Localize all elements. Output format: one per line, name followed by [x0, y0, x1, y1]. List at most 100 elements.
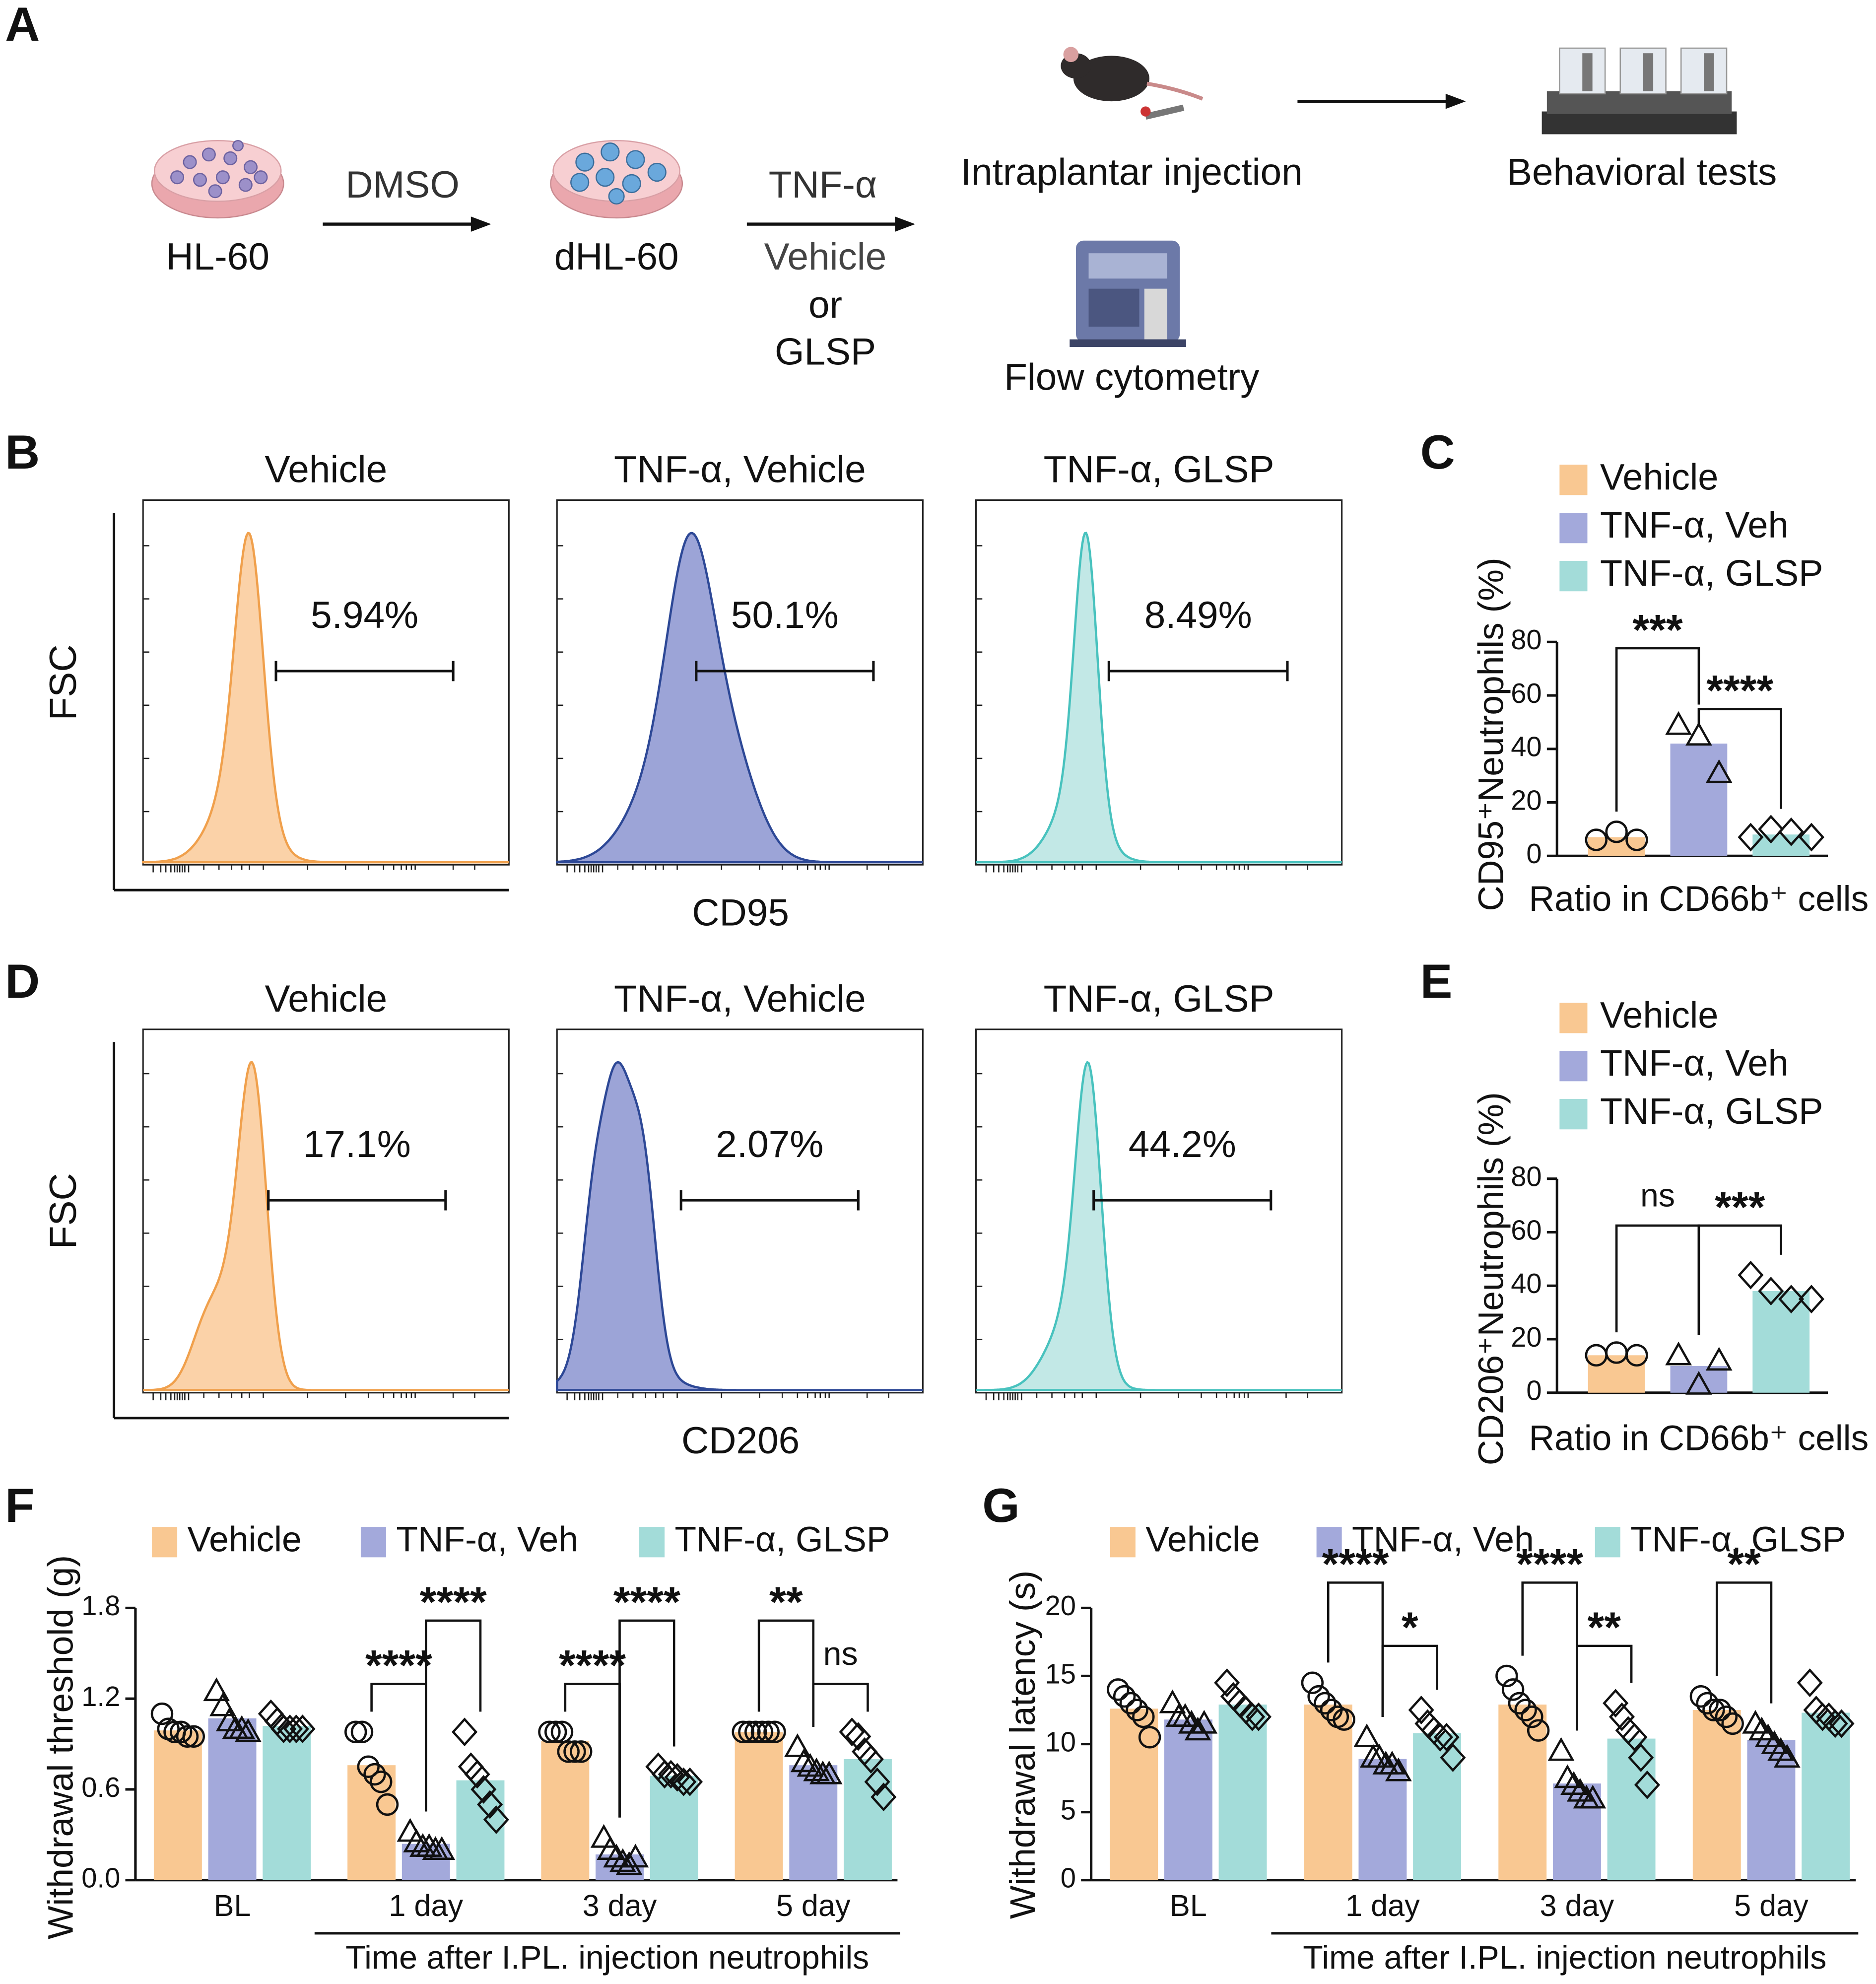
legend-swatch — [1559, 513, 1588, 544]
significance: **** — [1706, 667, 1773, 715]
mouse-icon — [1061, 47, 1204, 120]
bar — [208, 1718, 257, 1880]
panel-letter: A — [5, 0, 40, 51]
bar — [541, 1741, 590, 1880]
significance: * — [1402, 1603, 1418, 1651]
histogram — [141, 532, 509, 864]
bar — [1588, 1355, 1645, 1393]
data-point — [1708, 1699, 1732, 1721]
data-point — [428, 1836, 456, 1860]
data-point — [839, 1717, 865, 1747]
label: GLSP — [775, 331, 876, 373]
data-point — [744, 1720, 767, 1743]
x-tick-label: BL — [214, 1889, 251, 1922]
data-point — [1113, 1685, 1136, 1708]
data-point — [1685, 1370, 1712, 1395]
bar — [1692, 1710, 1741, 1880]
data-point — [1809, 1702, 1836, 1731]
y-tick-label: 0 — [1526, 838, 1541, 869]
bar — [1358, 1759, 1407, 1880]
significance: ** — [1588, 1603, 1621, 1651]
y-tick-label: 0.6 — [81, 1772, 120, 1803]
histogram — [555, 1061, 923, 1391]
data-point — [1621, 1722, 1648, 1752]
data-point — [603, 1844, 630, 1868]
data-point — [1798, 1285, 1824, 1314]
significance: ns — [1640, 1177, 1675, 1214]
data-point — [376, 1793, 399, 1816]
plot-frame — [556, 1028, 924, 1394]
data-point — [1778, 1285, 1805, 1314]
y-axis-title: Withdrawal latency (s) — [1003, 1571, 1043, 1919]
x-group-title: Time after I.PL. injection neutrophils — [1303, 1939, 1826, 1976]
data-point — [370, 1771, 393, 1793]
significance: **** — [365, 1642, 432, 1690]
legend-swatch — [639, 1527, 665, 1558]
data-point — [815, 1760, 843, 1784]
bar — [1164, 1719, 1212, 1880]
panel-letter: G — [982, 1478, 1019, 1532]
data-point — [235, 1718, 262, 1742]
data-point — [858, 1745, 884, 1774]
legend-swatch — [152, 1527, 178, 1558]
plot-frame — [142, 499, 510, 866]
data-point — [563, 1740, 586, 1763]
y-tick-label: 1.2 — [81, 1681, 120, 1712]
data-point — [1301, 1671, 1324, 1694]
bar — [1752, 1291, 1810, 1393]
panel-letter: B — [5, 425, 40, 479]
data-point — [1721, 1712, 1744, 1735]
gate-label: 8.49% — [1144, 594, 1252, 636]
bar — [1304, 1705, 1352, 1880]
y-tick-label: 10 — [1045, 1726, 1076, 1757]
x-tick-label: 3 day — [1540, 1889, 1614, 1922]
data-point — [209, 1692, 236, 1716]
data-point — [176, 1725, 199, 1748]
y-axis-title: CD206⁺Neutrophils (%) — [1472, 1092, 1511, 1465]
legend-swatch — [1559, 1051, 1588, 1082]
data-point — [1758, 815, 1784, 844]
histogram — [143, 1061, 509, 1391]
data-point — [1715, 1706, 1738, 1728]
data-point — [1828, 1709, 1855, 1738]
bracket — [1697, 1224, 1782, 1335]
data-point — [1579, 1784, 1607, 1809]
plot-title: TNF-α, Vehicle — [614, 449, 866, 491]
significance: **** — [613, 1578, 680, 1626]
data-point — [590, 1824, 617, 1848]
data-point — [403, 1828, 430, 1852]
data-point — [1608, 1702, 1635, 1731]
gate-label: 5.94% — [311, 594, 418, 636]
data-point — [1132, 1706, 1155, 1728]
data-point — [732, 1720, 754, 1743]
data-point — [797, 1753, 824, 1777]
significance: *** — [1715, 1183, 1765, 1231]
label: Vehicle — [764, 236, 887, 278]
data-point — [1603, 1689, 1629, 1718]
label: HL-60 — [166, 236, 269, 278]
data-point — [1427, 1722, 1453, 1752]
data-point — [182, 1725, 205, 1748]
data-point — [1705, 759, 1733, 783]
data-point — [784, 1733, 811, 1757]
data-point — [1353, 1723, 1380, 1748]
bracket — [757, 1619, 815, 1727]
data-point — [1738, 822, 1764, 852]
data-point — [470, 1775, 497, 1804]
data-point — [750, 1720, 774, 1743]
bracket — [1615, 1224, 1700, 1335]
data-point — [1758, 1277, 1784, 1305]
bar — [1747, 1740, 1796, 1880]
data-point — [1119, 1692, 1142, 1715]
y-tick-label: 0 — [1061, 1862, 1076, 1894]
data-point — [1433, 1722, 1460, 1752]
panel-letter: E — [1420, 954, 1453, 1008]
axis-title: CD206 — [681, 1420, 800, 1462]
bar — [1218, 1705, 1267, 1880]
y-tick-label: 5 — [1061, 1794, 1076, 1825]
plot-frame — [556, 499, 924, 866]
data-point — [1126, 1699, 1148, 1721]
data-point — [1495, 1664, 1518, 1688]
plot-frame — [142, 1028, 510, 1394]
data-point — [483, 1805, 509, 1834]
